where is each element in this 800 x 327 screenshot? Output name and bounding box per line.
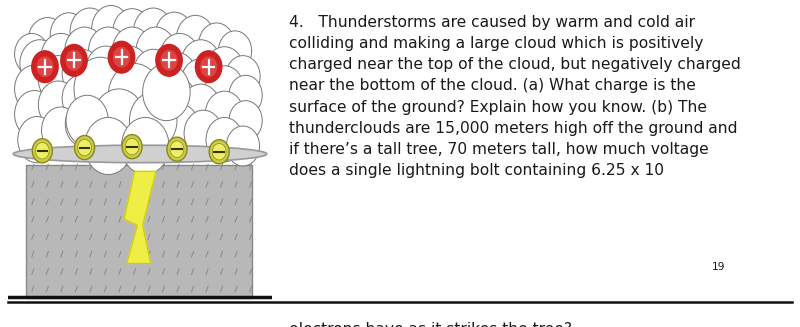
- Circle shape: [226, 126, 259, 166]
- Circle shape: [65, 50, 83, 71]
- Circle shape: [66, 101, 104, 147]
- Circle shape: [89, 97, 127, 144]
- Circle shape: [78, 139, 91, 156]
- Circle shape: [65, 27, 104, 75]
- Circle shape: [110, 46, 150, 94]
- Circle shape: [209, 140, 230, 164]
- Circle shape: [206, 47, 244, 93]
- Circle shape: [130, 92, 177, 149]
- Circle shape: [170, 141, 184, 157]
- Circle shape: [156, 44, 182, 76]
- Circle shape: [126, 138, 139, 155]
- FancyBboxPatch shape: [26, 165, 252, 298]
- Circle shape: [74, 135, 94, 160]
- Circle shape: [92, 6, 130, 52]
- Circle shape: [62, 75, 102, 122]
- Circle shape: [212, 144, 226, 160]
- Circle shape: [89, 27, 128, 75]
- Circle shape: [206, 117, 243, 162]
- Circle shape: [134, 8, 173, 56]
- Circle shape: [93, 89, 146, 152]
- Circle shape: [113, 46, 130, 68]
- Circle shape: [167, 137, 187, 161]
- Circle shape: [218, 31, 252, 71]
- Circle shape: [160, 104, 199, 150]
- Text: electrons have as it strikes the tree?: electrons have as it strikes the tree?: [290, 322, 573, 327]
- Circle shape: [20, 40, 59, 87]
- Circle shape: [200, 56, 218, 77]
- Circle shape: [42, 107, 80, 153]
- Circle shape: [198, 23, 234, 66]
- Circle shape: [14, 65, 54, 113]
- Circle shape: [28, 18, 67, 65]
- Circle shape: [160, 33, 199, 81]
- Circle shape: [66, 95, 108, 146]
- Circle shape: [108, 41, 134, 73]
- Circle shape: [134, 75, 173, 122]
- Circle shape: [14, 33, 49, 75]
- Circle shape: [113, 9, 151, 55]
- Circle shape: [32, 139, 52, 163]
- Circle shape: [61, 44, 87, 76]
- Circle shape: [181, 59, 221, 106]
- Circle shape: [50, 13, 87, 57]
- Circle shape: [70, 8, 110, 56]
- Circle shape: [206, 91, 244, 137]
- Circle shape: [136, 27, 176, 75]
- Circle shape: [38, 81, 78, 129]
- Circle shape: [181, 84, 221, 132]
- Circle shape: [35, 143, 49, 159]
- Text: 4.   Thunderstorms are caused by warm and cold air
colliding and making a large : 4. Thunderstorms are caused by warm and …: [290, 15, 741, 179]
- Circle shape: [85, 117, 132, 175]
- Circle shape: [137, 101, 175, 147]
- Circle shape: [86, 72, 126, 119]
- Circle shape: [62, 49, 102, 97]
- Circle shape: [14, 91, 54, 138]
- Circle shape: [157, 52, 197, 100]
- Circle shape: [36, 56, 54, 77]
- Circle shape: [155, 12, 194, 58]
- Circle shape: [229, 75, 262, 115]
- Circle shape: [18, 116, 56, 163]
- Circle shape: [122, 117, 169, 175]
- Polygon shape: [124, 171, 156, 263]
- Circle shape: [112, 27, 152, 75]
- Circle shape: [41, 33, 81, 81]
- Circle shape: [110, 72, 150, 119]
- Circle shape: [229, 101, 262, 141]
- Circle shape: [86, 46, 126, 94]
- Circle shape: [122, 135, 142, 159]
- Text: 19: 19: [712, 262, 726, 272]
- Circle shape: [195, 51, 222, 82]
- Circle shape: [206, 66, 244, 112]
- Circle shape: [134, 49, 173, 97]
- Circle shape: [108, 63, 161, 127]
- Circle shape: [113, 97, 151, 144]
- Circle shape: [32, 51, 58, 82]
- Circle shape: [142, 63, 190, 121]
- Circle shape: [38, 56, 78, 103]
- Circle shape: [181, 40, 221, 87]
- Circle shape: [184, 110, 222, 157]
- Circle shape: [226, 56, 260, 97]
- Ellipse shape: [14, 145, 266, 163]
- Circle shape: [160, 50, 178, 71]
- Circle shape: [74, 57, 126, 121]
- Circle shape: [157, 78, 197, 125]
- Circle shape: [177, 15, 214, 61]
